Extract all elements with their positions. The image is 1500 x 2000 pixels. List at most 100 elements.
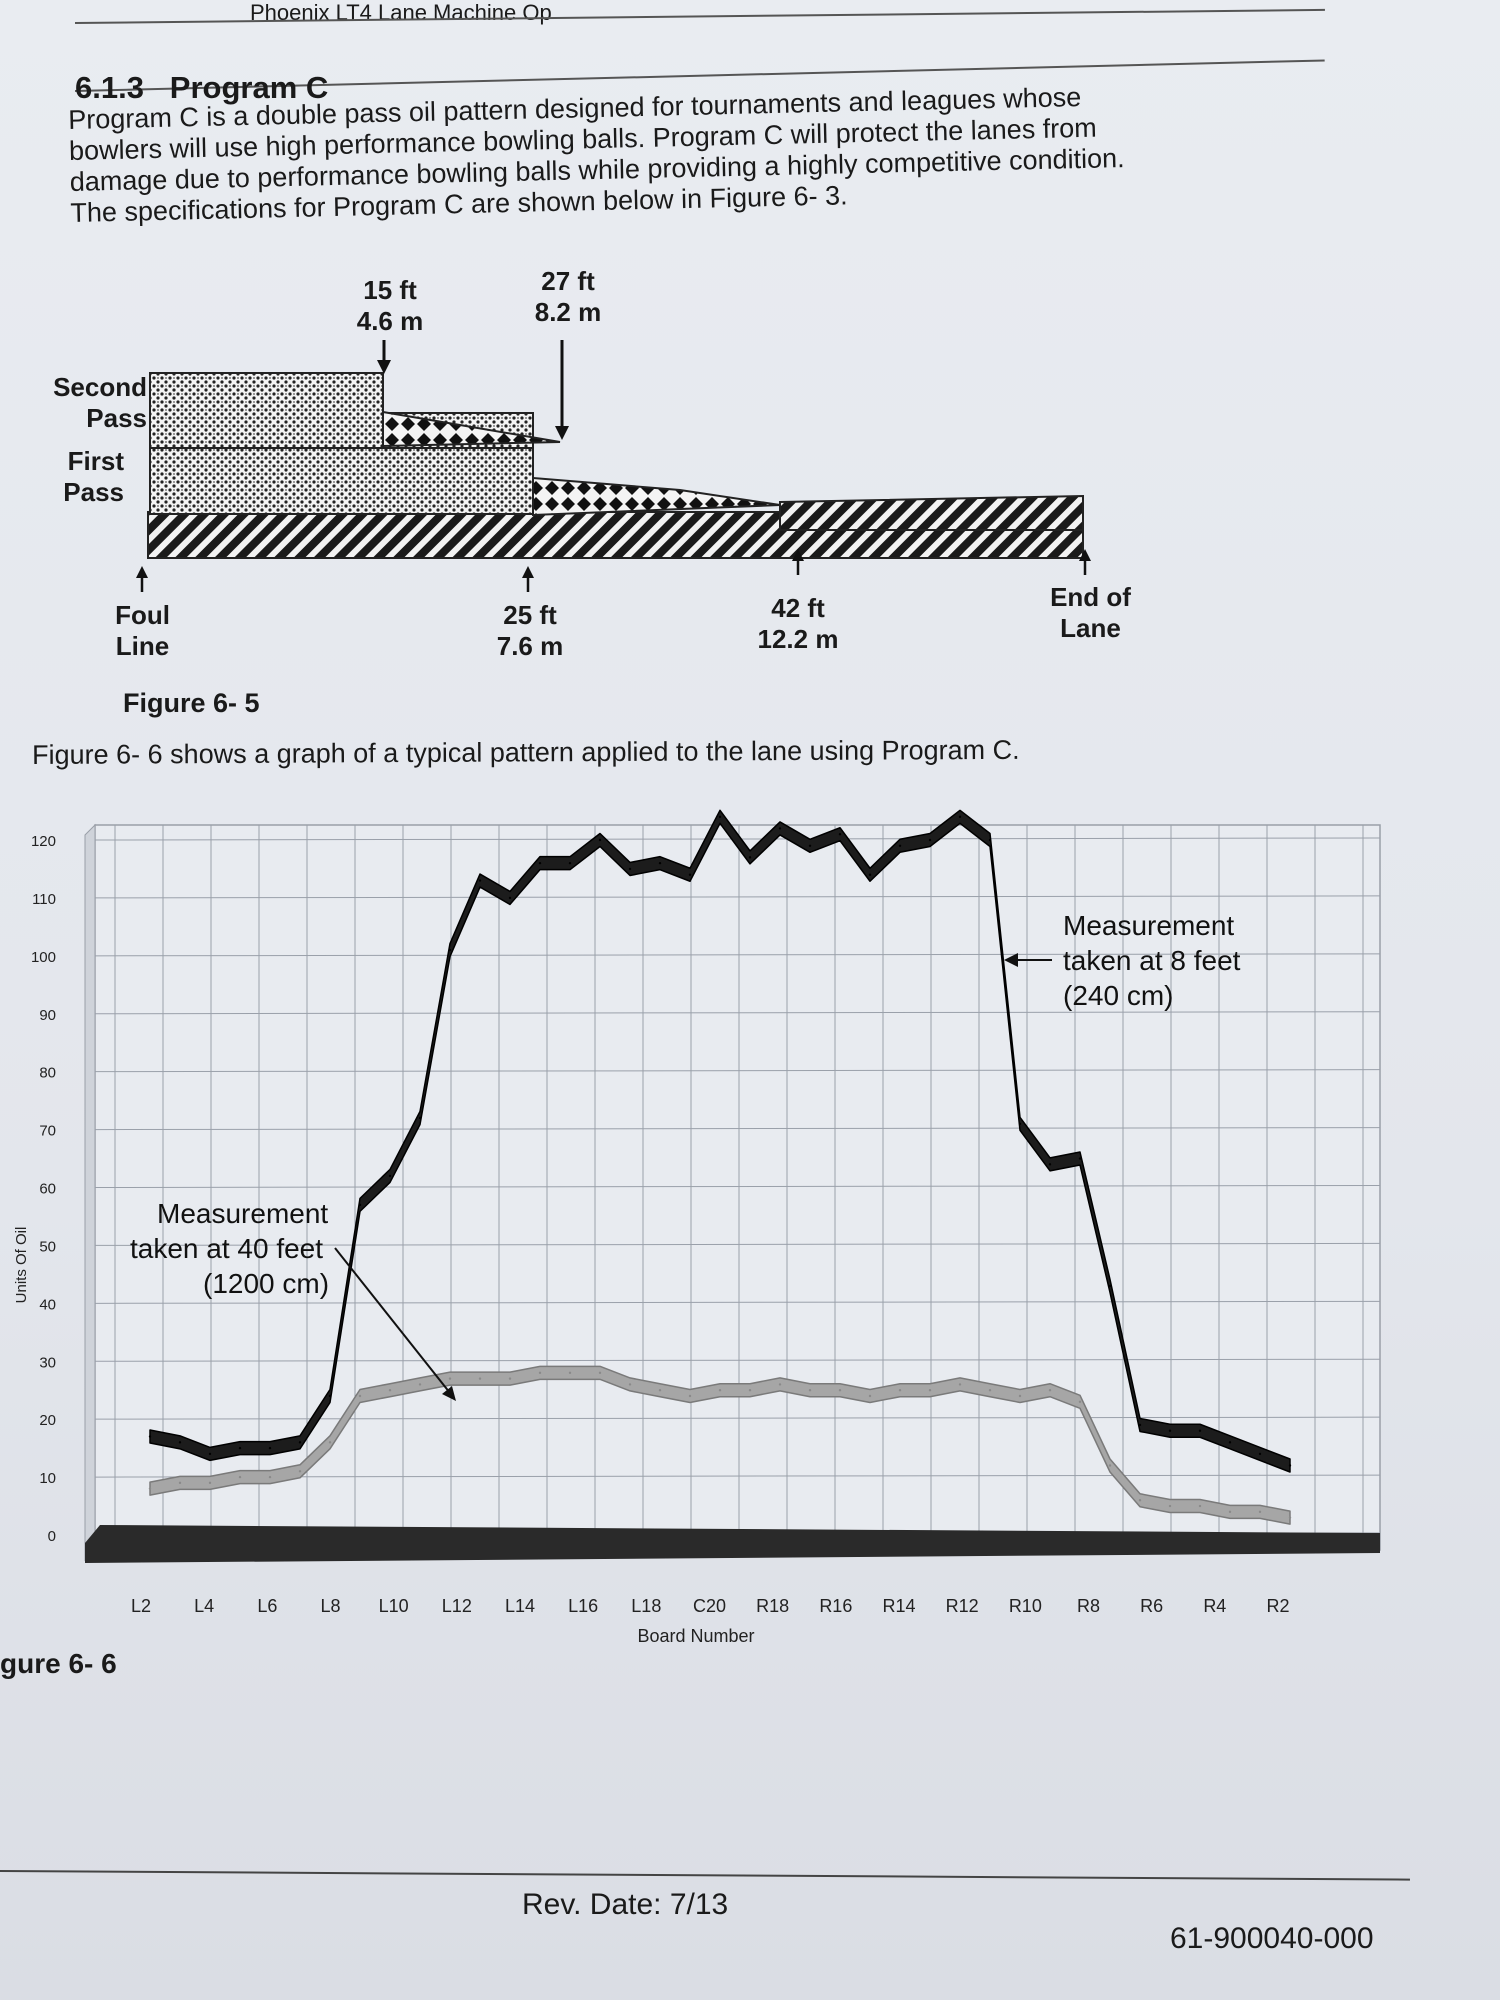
series-40ft-point [838, 1389, 842, 1392]
marker-25ft-head [522, 566, 534, 578]
y-tick-label: 70 [39, 1123, 56, 1140]
grid-line-horizontal [94, 1069, 1381, 1073]
x-tick-label: L16 [568, 1596, 598, 1616]
series-40ft-point [658, 1389, 662, 1392]
series-8ft-point [178, 1441, 182, 1444]
series-8ft-point [928, 838, 932, 842]
series-40ft-point [1228, 1510, 1232, 1514]
marker-42ft-head [792, 549, 804, 561]
series-40ft-point [778, 1383, 782, 1386]
series-40ft-point [568, 1371, 572, 1375]
grid-line-horizontal [94, 1300, 1381, 1304]
footer-rule [0, 1870, 1410, 1881]
footer-revision: Rev. Date: 7/13 [522, 1888, 729, 1921]
series-40ft-point [808, 1389, 812, 1392]
series-40ft-point [328, 1441, 332, 1444]
footer-document-number: 61-900040-000 [1170, 1922, 1374, 1955]
label-first-line1: First [67, 446, 124, 476]
series-40ft-point [688, 1394, 692, 1398]
y-tick-label: 100 [31, 949, 56, 966]
series-40ft-point [388, 1389, 392, 1392]
series-40ft-point [148, 1487, 152, 1490]
y-tick-label: 20 [39, 1412, 56, 1429]
label-end-of-lane: End of Lane [1028, 582, 1153, 644]
figure-6-5-caption: Figure 6- 5 [123, 688, 260, 718]
series-8ft-point [1018, 1122, 1022, 1125]
annotation-40ft-line3: (1200 cm) [203, 1268, 329, 1299]
second-pass-taper [382, 410, 561, 448]
series-8ft-point [1288, 1464, 1292, 1467]
annotation-40ft-arrow [334, 1247, 451, 1394]
y-tick-label: 10 [39, 1470, 56, 1487]
chart-y-ticks: 0 10 20 30 40 50 60 70 80 90 100 110 120 [31, 833, 56, 1545]
series-8ft-point [1228, 1441, 1232, 1444]
series-40ft-point [418, 1383, 422, 1386]
label-42ft-m: 12.2 m [757, 624, 839, 654]
y-tick-label: 90 [39, 1007, 56, 1024]
series-40ft-point [1078, 1400, 1082, 1403]
series-40ft-point [1288, 1516, 1292, 1519]
x-tick-label: L6 [257, 1596, 277, 1616]
series-8ft-point [1108, 1284, 1112, 1288]
y-tick-label: 80 [39, 1065, 56, 1082]
label-27ft-m: 8.2 m [534, 297, 602, 327]
x-tick-label: R12 [946, 1596, 979, 1616]
marker-27ft-head [555, 426, 569, 440]
label-15ft-ft: 15 ft [363, 275, 417, 305]
chart-series [148, 809, 1292, 1525]
grid-line-horizontal [94, 1011, 1381, 1015]
series-40ft-point [478, 1377, 482, 1380]
series-8ft-point [508, 896, 512, 900]
series-40ft-point [898, 1389, 902, 1392]
series-8ft-point [628, 867, 632, 871]
tail-layer [779, 494, 1084, 531]
series-8ft-point [448, 948, 452, 952]
series-8ft-point [748, 856, 752, 859]
annotation-8ft-line2: taken at 8 feet [1063, 945, 1241, 976]
series-40ft-point [238, 1475, 242, 1479]
grid-line-horizontal [94, 1242, 1381, 1246]
grid-line-horizontal [94, 1358, 1381, 1362]
grid-line-horizontal [94, 1127, 1381, 1131]
series-8ft-point [838, 833, 842, 836]
series-8ft-point [1168, 1429, 1172, 1432]
section-number: 6.1.3 [75, 70, 144, 105]
series-8ft-ribbon [149, 809, 1291, 1473]
annotation-8ft-line1: Measurement [1063, 910, 1234, 941]
x-axis-title: Board Number [637, 1626, 754, 1646]
label-second-line2: Pass [86, 403, 147, 433]
x-tick-label: L2 [131, 1596, 151, 1616]
label-first-line2: Pass [63, 477, 124, 507]
x-tick-label: R2 [1266, 1596, 1289, 1616]
chart-labels: Units Of Oil Board Number [13, 1227, 755, 1646]
label-second-line1: Second [53, 372, 147, 402]
x-tick-label: L12 [442, 1596, 472, 1616]
series-40ft-point [598, 1371, 602, 1375]
label-42ft: 42 ft 12.2 m [748, 593, 848, 655]
series-8ft-point [1048, 1163, 1052, 1166]
chart-annotations: Measurement taken at 8 feet (240 cm) Mea… [130, 910, 1241, 1401]
series-8ft-point [538, 861, 542, 865]
series-40ft-point [448, 1377, 452, 1380]
annotation-8ft-line3: (240 cm) [1063, 980, 1173, 1011]
series-8ft-point [868, 873, 872, 876]
label-42ft-ft: 42 ft [771, 593, 825, 623]
label-second-pass: Second Pass [32, 372, 147, 434]
series-40ft-point [298, 1470, 302, 1473]
grid-line-horizontal [94, 953, 1381, 957]
series-8ft-point [208, 1452, 212, 1456]
y-tick-label: 120 [31, 833, 56, 850]
series-8ft-point [1198, 1429, 1202, 1432]
series-40ft-ribbon [149, 1365, 1291, 1525]
graph-intro: Figure 6- 6 shows a graph of a typical p… [32, 734, 1020, 770]
label-25ft-m: 7.6 m [496, 631, 564, 661]
y-tick-label: 60 [39, 1181, 56, 1198]
label-15ft-m: 4.6 m [356, 306, 424, 336]
series-40ft-point [1138, 1499, 1142, 1502]
x-tick-label: R10 [1009, 1596, 1042, 1616]
annotation-40ft-arrowhead [442, 1386, 456, 1401]
series-8ft-point [598, 838, 602, 842]
series-8ft-point [148, 1435, 152, 1438]
oil-pattern-diagram [136, 340, 1091, 592]
